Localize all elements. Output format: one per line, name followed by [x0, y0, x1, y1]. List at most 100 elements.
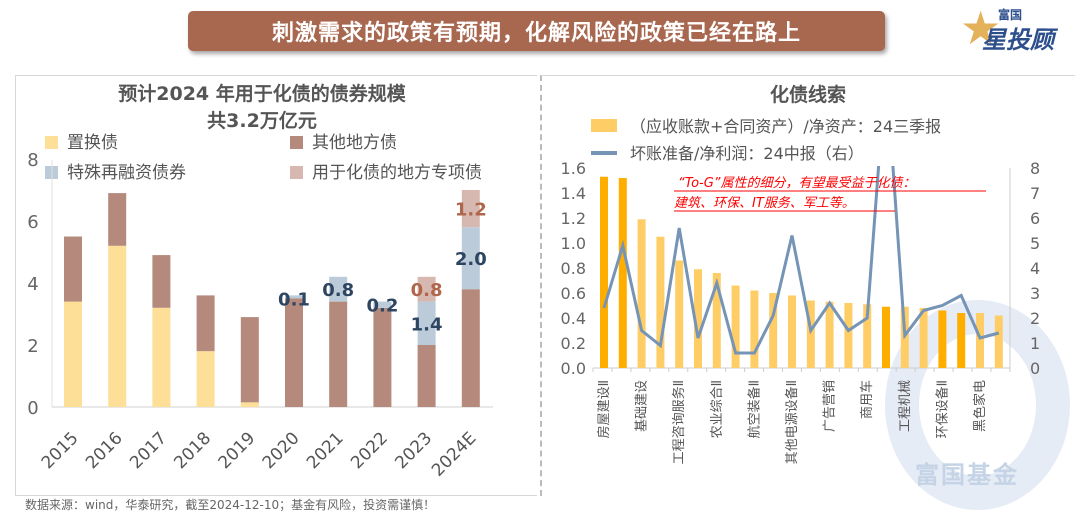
x-tick-label: 工程咨询服务Ⅱ [671, 380, 687, 464]
x-tick-label: 环保设备Ⅱ [934, 380, 950, 438]
bar-segment [152, 307, 171, 407]
bar-segment [240, 317, 259, 403]
data-label: 0.8 [411, 280, 443, 301]
y-tick-label: 0.6 [561, 284, 586, 303]
legend-label: （应收账款+合同资产）/净资产：24三季报 [630, 117, 941, 136]
bar [731, 285, 740, 368]
y-tick-label: 8 [27, 150, 38, 171]
right-chart-panel [540, 75, 1075, 496]
legend-swatch [290, 166, 303, 179]
legend-label: 特殊再融资债券 [67, 163, 186, 183]
data-label: 1.4 [411, 314, 443, 335]
x-tick-label: 2018 [170, 428, 215, 473]
y-tick-label: 2 [27, 336, 38, 357]
legend-label: 坏账准备/净利润：24中报（右） [630, 144, 864, 163]
x-tick-label: 商用车 [859, 380, 875, 419]
bar [863, 304, 872, 368]
x-tick-label: 2019 [215, 428, 260, 473]
bar [788, 295, 796, 368]
legend-swatch [591, 119, 617, 132]
bar-segment [373, 307, 392, 407]
bar [712, 273, 721, 368]
chart-title: 预计2024 年用于化债的债券规模 [118, 82, 406, 105]
x-tick-label: 其他电源设备Ⅱ [784, 380, 800, 464]
chart-title: 化债线索 [770, 83, 846, 106]
legend-label: 置换债 [67, 133, 118, 153]
watermark: 富国基金 [915, 461, 1019, 489]
y-tick-label: 1.4 [561, 184, 586, 203]
data-label: 0.2 [366, 296, 398, 317]
logo-large-text: 星投顾 [982, 26, 1054, 54]
bar [825, 301, 834, 368]
bar-segment [461, 190, 480, 228]
y-tick-label: 1.0 [561, 234, 586, 253]
x-tick-label: 农业综合Ⅱ [710, 380, 725, 438]
bar-segment [196, 295, 215, 352]
bar [618, 178, 627, 368]
bar-segment [240, 402, 259, 407]
bar-segment [196, 351, 215, 407]
bar [844, 303, 853, 368]
bar [694, 269, 702, 368]
legend-swatch [290, 136, 303, 149]
x-tick-label: 2024E [428, 428, 480, 480]
data-label: 1.2 [455, 200, 487, 221]
bar [806, 300, 815, 368]
x-tick-label: 工程机械 [898, 380, 913, 432]
y-tick-label: 0.0 [561, 359, 586, 378]
legend-label: 其他地方债 [312, 133, 397, 153]
x-tick-label: 2015 [38, 428, 83, 473]
x-tick-label: 2021 [303, 428, 348, 473]
y-tick-label: 0 [27, 398, 38, 419]
bar-segment [461, 289, 480, 407]
line-series [602, 166, 1000, 355]
bar [882, 306, 890, 368]
y-tick-label: 0.2 [561, 334, 586, 353]
y2-tick-label: 0 [1030, 359, 1040, 378]
bar [919, 308, 928, 368]
source-footnote: 数据来源：wind，华泰研究，截至2024-12-10；基金有风险，投资需谨慎！ [25, 498, 436, 512]
bar [957, 313, 966, 368]
x-tick-label: 基础建设 [635, 380, 650, 432]
annotation-line: 建筑、环保、IT服务、军工等。 [674, 196, 855, 211]
left-chart-panel [15, 75, 537, 496]
data-label: 0.8 [322, 280, 354, 301]
bar-segment [373, 301, 392, 308]
legend-label: 用于化债的地方专项债 [312, 163, 482, 183]
y2-tick-label: 4 [1030, 259, 1040, 278]
annotation-line: “To-G”属性的细分，有望最受益于化债： [678, 176, 916, 191]
x-tick-label: 2016 [82, 428, 127, 473]
y2-tick-label: 6 [1030, 209, 1040, 228]
bar-segment [417, 301, 436, 345]
star-icon: ★ [960, 1, 1002, 55]
y2-tick-label: 3 [1030, 284, 1040, 303]
y-tick-label: 1.2 [561, 209, 586, 228]
y2-tick-label: 1 [1030, 334, 1040, 353]
x-tick-label: 2017 [126, 428, 171, 473]
data-label: 0.1 [278, 289, 310, 310]
y-tick-label: 6 [27, 212, 38, 233]
y-tick-label: 1.6 [561, 159, 586, 178]
y2-tick-label: 7 [1030, 184, 1040, 203]
x-tick-label: 2022 [347, 428, 392, 473]
y2-tick-label: 8 [1030, 159, 1040, 178]
bar-segment [108, 193, 127, 246]
data-label: 2.0 [455, 249, 487, 270]
bar-segment [152, 255, 171, 308]
y2-tick-label: 2 [1030, 309, 1040, 328]
bar [637, 219, 646, 368]
y-tick-label: 4 [27, 274, 38, 295]
bar-segment [417, 345, 436, 407]
logo: ★ 富国 星投顾 [960, 1, 1070, 55]
y2-tick-label: 5 [1030, 234, 1040, 253]
chart-subtitle: 共3.2万亿元 [207, 109, 317, 132]
x-tick-label: 房屋建设Ⅱ [596, 380, 612, 438]
x-tick-label: 航空装备Ⅱ [746, 380, 762, 438]
bar-segment [64, 301, 82, 407]
x-tick-label: 黑色家电 [972, 380, 988, 432]
y-tick-label: 0.4 [561, 309, 586, 328]
bar [769, 293, 778, 368]
bar [994, 315, 1003, 368]
bar-segment [461, 227, 480, 290]
